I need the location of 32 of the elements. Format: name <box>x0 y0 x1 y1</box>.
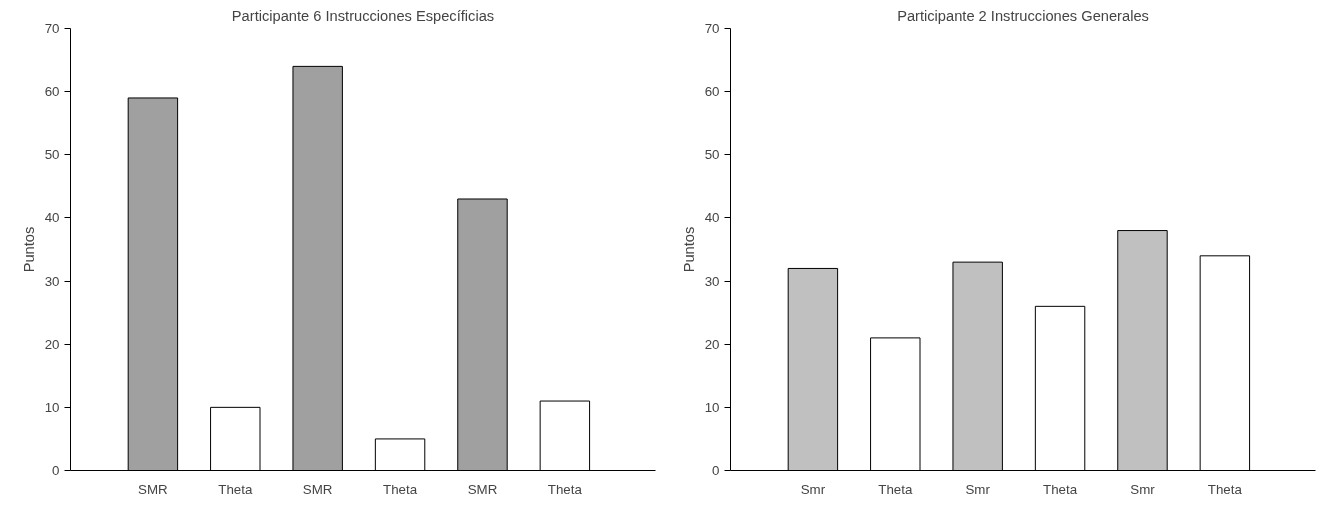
chart-title: Participante 2 Instrucciones Generales <box>897 7 1149 24</box>
x-tick-label: SMR <box>138 481 168 497</box>
y-tick-label: 40 <box>704 210 720 226</box>
x-tick-label: Smr <box>965 481 991 497</box>
y-tick-label: 30 <box>44 273 60 289</box>
y-tick-label: 0 <box>52 463 60 478</box>
y-tick-label: 20 <box>44 336 60 352</box>
y-tick-label: 20 <box>704 336 720 352</box>
y-tick-label: 10 <box>44 399 60 415</box>
y-axis-title: Puntos <box>680 226 697 273</box>
y-tick-label: 50 <box>44 147 60 163</box>
x-tick-label: Theta <box>547 481 583 497</box>
x-tick-label: SMR <box>302 481 333 497</box>
y-tick-label: 50 <box>704 147 720 163</box>
y-tick-label: 0 <box>712 463 720 478</box>
x-tick-label: Theta <box>878 481 913 497</box>
y-tick-label: 60 <box>44 84 60 100</box>
y-tick-label: 40 <box>44 210 60 226</box>
x-tick-label: Smr <box>800 481 826 497</box>
y-tick-label: 70 <box>704 21 720 36</box>
y-tick-label: 30 <box>704 273 720 289</box>
y-tick-label: 60 <box>704 84 720 100</box>
y-axis-title: Puntos <box>20 226 37 273</box>
chart-title: Participante 6 Instrucciones Específicias <box>231 7 495 24</box>
x-tick-label: Smr <box>1130 481 1156 497</box>
y-tick-label: 10 <box>704 399 720 415</box>
x-tick-label: Theta <box>1207 481 1243 497</box>
x-tick-label: Theta <box>383 481 418 497</box>
y-tick-label: 70 <box>44 21 60 36</box>
x-tick-label: Theta <box>218 481 253 497</box>
x-tick-label: SMR <box>467 481 498 497</box>
x-tick-label: Theta <box>1043 481 1078 497</box>
